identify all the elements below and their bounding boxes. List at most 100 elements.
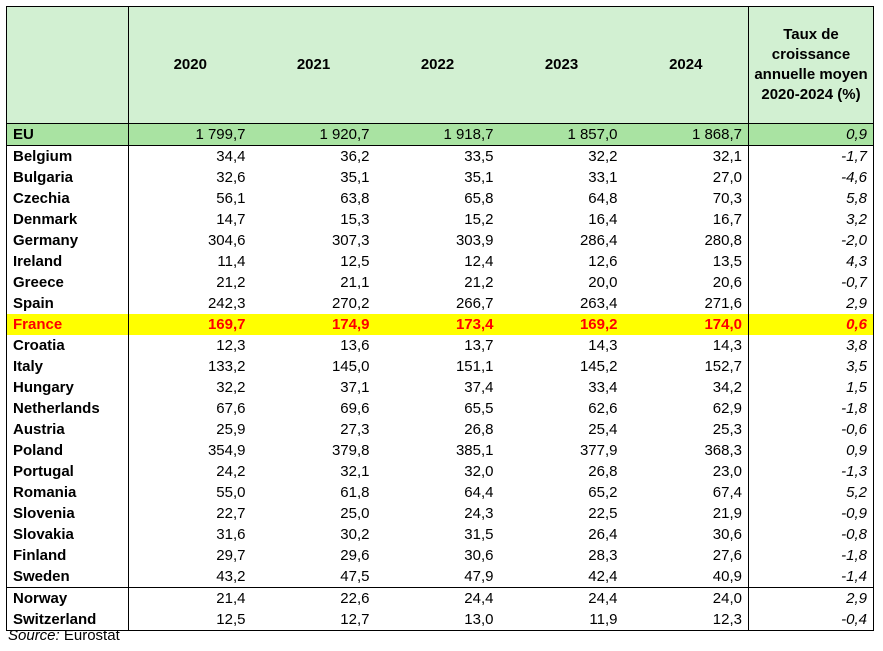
country-cell: Netherlands [6, 398, 129, 419]
value-cell-2024: 12,3 [712, 610, 742, 628]
value-cell-2021: 32,1 [340, 462, 370, 480]
country-cell: Greece [6, 272, 129, 293]
value-cell-2020: 55,0 [216, 483, 246, 501]
value-cell-2024: 174,0 [623, 314, 749, 335]
value-cell-2023: 24,4 [499, 587, 624, 609]
value-cell-2022: 151,1 [455, 357, 494, 375]
country-cell: Bulgaria [6, 167, 129, 188]
value-cell-2024: 70,3 [712, 189, 742, 207]
value-cell-2022: 12,4 [464, 252, 494, 270]
country-cell: Hungary [6, 377, 129, 398]
country-cell: Sweden [6, 566, 129, 588]
country-cell: Poland [6, 440, 129, 461]
growth-rate-cell: -1,3 [748, 461, 874, 482]
source-note: Source: Eurostat [8, 627, 120, 644]
value-cell-2022: 24,3 [464, 504, 494, 522]
value-cell-2024: 20,6 [712, 273, 742, 291]
growth-rate-cell: -1,4 [748, 566, 874, 588]
value-cell-2021: 69,6 [340, 399, 370, 417]
value-cell-2022: 24,4 [375, 587, 500, 609]
country-cell: Croatia [6, 335, 129, 356]
country-cell: Italy [6, 356, 129, 377]
growth-rate-cell: 0,6 [748, 314, 874, 335]
value-cell-2020: 22,7 [216, 504, 246, 522]
value-cell-2020: 32,6 [216, 168, 246, 186]
value-cell-2024: 25,3 [712, 420, 742, 438]
value-cell-2022: 266,7 [455, 294, 494, 312]
value-cell-2021: 30,2 [340, 525, 370, 543]
table-row: Czechia 56,1 63,8 65,8 64,8 70,3 5,8 [6, 188, 874, 209]
value-cell-2021: 12,7 [340, 610, 370, 628]
value-cell-2020: 25,9 [216, 420, 246, 438]
value-cell-2020: 12,5 [216, 610, 246, 628]
table-row: Bulgaria 32,6 35,1 35,1 33,1 27,0 -4,6 [6, 167, 874, 188]
value-cell-2020: 354,9 [207, 441, 246, 459]
value-cell-2024: 23,0 [712, 462, 742, 480]
value-cell-2024: 34,2 [712, 378, 742, 396]
value-cell-2021: 13,6 [340, 336, 370, 354]
table-row: France 169,7 174,9 173,4 169,2 174,0 0,6 [6, 314, 874, 335]
table-row: Hungary 32,2 37,1 37,4 33,4 34,2 1,5 [6, 377, 874, 398]
value-cell-2020: 12,3 [216, 336, 246, 354]
growth-rate-cell: 5,2 [748, 482, 874, 503]
table-row: Finland 29,7 29,6 30,6 28,3 27,6 -1,8 [6, 545, 874, 566]
growth-rate-cell: 0,9 [748, 440, 874, 461]
value-cell-2023: 65,2 [588, 483, 618, 501]
table-row: Romania 55,0 61,8 64,4 65,2 67,4 5,2 [6, 482, 874, 503]
table-body: EU 1 799,7 1 920,7 1 918,7 1 857,0 1 868,7 0,9… [6, 123, 874, 631]
growth-rate-cell: -2,0 [748, 230, 874, 251]
header-growth-rate: Taux de croissance annuelle moyen 2020-2… [748, 6, 874, 124]
table-row: Italy 133,2 145,0 151,1 145,2 152,7 3,5 [6, 356, 874, 377]
growth-rate-cell: 3,5 [748, 356, 874, 377]
table-row: Greece 21,2 21,1 21,2 20,0 20,6 -0,7 [6, 272, 874, 293]
growth-rate-cell: -1,8 [748, 545, 874, 566]
growth-rate-cell: 5,8 [748, 188, 874, 209]
value-cell-2023: 26,4 [588, 525, 618, 543]
value-cell-2023: 28,3 [588, 546, 618, 564]
country-cell: Switzerland [6, 609, 129, 631]
table-row: Poland 354,9 379,8 385,1 377,9 368,3 0,9 [6, 440, 874, 461]
growth-rate-cell: -1,8 [748, 398, 874, 419]
value-cell-2024: 368,3 [704, 441, 742, 459]
country-cell: France [6, 314, 129, 335]
value-cell-2022: 35,1 [464, 168, 494, 186]
value-cell-2022: 30,6 [464, 546, 494, 564]
value-cell-2020: 24,2 [216, 462, 246, 480]
table-row: Ireland 11,4 12,5 12,4 12,6 13,5 4,3 [6, 251, 874, 272]
value-cell-2022: 13,0 [464, 610, 494, 628]
value-cell-2023: 16,4 [588, 210, 618, 228]
value-cell-2023: 286,4 [579, 231, 618, 249]
value-cell-2024: 13,5 [712, 252, 742, 270]
table-row: Slovakia 31,6 30,2 31,5 26,4 30,6 -0,8 [6, 524, 874, 545]
table-row: Belgium 34,4 36,2 33,5 32,2 32,1 -1,7 [6, 145, 874, 167]
value-cell-2024: 14,3 [712, 336, 742, 354]
country-cell: Denmark [6, 209, 129, 230]
value-cell-2023: 42,4 [588, 567, 618, 585]
value-cell-2022: 32,0 [464, 462, 494, 480]
value-cell-2023: 377,9 [579, 441, 618, 459]
value-cell-2024: 30,6 [712, 525, 742, 543]
table-row: Slovenia 22,7 25,0 24,3 22,5 21,9 -0,9 [6, 503, 874, 524]
table-row: Germany 304,6 307,3 303,9 286,4 280,8 -2,0 [6, 230, 874, 251]
value-cell-2024: 67,4 [712, 483, 742, 501]
header-year-2021: 2021 [251, 6, 376, 124]
value-cell-2024: 27,0 [712, 168, 742, 186]
country-cell: Slovenia [6, 503, 129, 524]
value-cell-2021: 12,5 [340, 252, 370, 270]
growth-rate-cell: -4,6 [748, 167, 874, 188]
value-cell-2023: 32,2 [588, 147, 618, 165]
value-cell-2020: 1 799,7 [128, 123, 252, 146]
header-row: 2020 2021 2022 2023 2024 Taux de croissa… [6, 6, 874, 124]
data-table: 2020 2021 2022 2023 2024 Taux de croissa… [6, 6, 874, 631]
value-cell-2022: 65,8 [464, 189, 494, 207]
value-cell-2022: 1 918,7 [375, 123, 500, 146]
value-cell-2022: 303,9 [455, 231, 494, 249]
value-cell-2023: 33,4 [588, 378, 618, 396]
growth-rate-cell: 2,9 [748, 587, 874, 609]
country-cell: Slovakia [6, 524, 129, 545]
growth-rate-cell: -1,7 [748, 145, 874, 167]
table-row: Denmark 14,7 15,3 15,2 16,4 16,7 3,2 [6, 209, 874, 230]
value-cell-2021: 47,5 [340, 567, 370, 585]
value-cell-2021: 36,2 [340, 147, 370, 165]
